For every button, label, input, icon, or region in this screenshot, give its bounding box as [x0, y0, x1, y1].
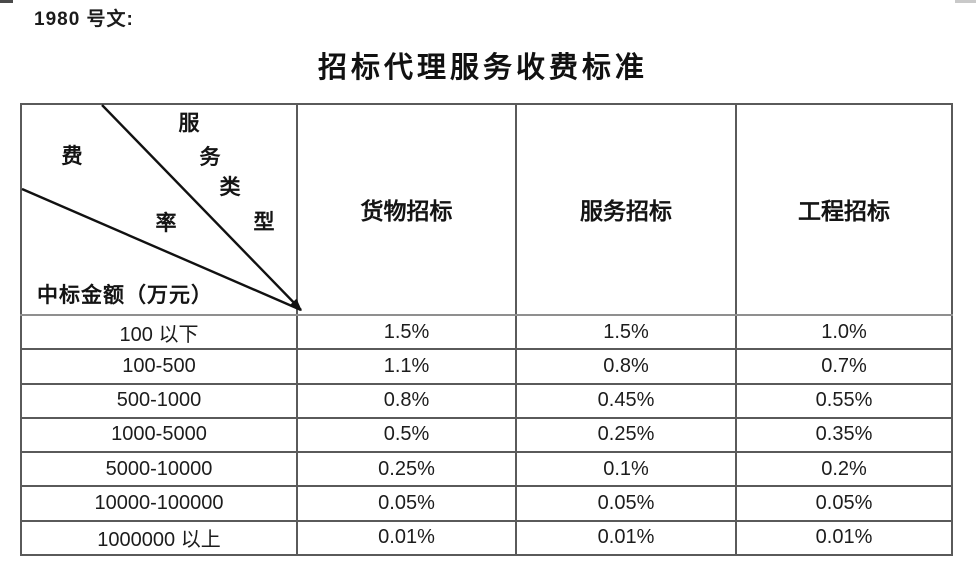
fee-standard-table: 服 务 类 型 费 率 中标金额（万元） 货物招标 服务招标 工程招标 100 … — [20, 103, 953, 557]
amount-range-cell: 100 以下 — [20, 313, 298, 351]
doc-number: 1980 号文: — [34, 9, 134, 30]
amount-range-cell: 100-500 — [20, 348, 298, 385]
rate-cell: 0.45% — [515, 382, 737, 419]
rate-cell: 0.5% — [296, 416, 517, 454]
rate-cell: 0.8% — [296, 382, 517, 419]
corner-row-header-label: 中标金额（万元） — [37, 282, 213, 307]
table-row: 500-1000 0.8% 0.45% 0.55% — [20, 382, 953, 419]
rate-cell: 0.1% — [515, 451, 737, 488]
corner-label-fee-rate-char-2: 率 — [155, 211, 177, 235]
corner-label-service-type-char-2: 务 — [199, 145, 221, 169]
page-edge-artifact-right — [955, 0, 976, 3]
amount-range-cell: 1000000 以上 — [20, 519, 298, 557]
table-row: 10000-100000 0.05% 0.05% 0.05% — [20, 485, 953, 522]
table-corner-cell: 服 务 类 型 费 率 中标金额（万元） — [20, 103, 302, 316]
amount-range-cell: 5000-10000 — [20, 451, 298, 488]
rate-cell: 0.01% — [735, 519, 953, 557]
rate-cell: 1.1% — [296, 348, 517, 385]
header-row: 服 务 类 型 费 率 中标金额（万元） 货物招标 服务招标 工程招标 — [20, 103, 953, 316]
rate-cell: 0.55% — [735, 382, 953, 419]
table-row: 1000-5000 0.5% 0.25% 0.35% — [20, 416, 953, 454]
rate-cell: 0.05% — [735, 485, 953, 522]
amount-range-cell: 1000-5000 — [20, 416, 298, 454]
page-edge-artifact-left — [0, 0, 13, 3]
rate-cell: 0.2% — [735, 451, 953, 488]
rate-cell: 0.05% — [515, 485, 737, 522]
table-row: 100 以下 1.5% 1.5% 1.0% — [20, 313, 953, 351]
rate-cell: 0.01% — [515, 519, 737, 557]
table-row: 1000000 以上 0.01% 0.01% 0.01% — [20, 519, 953, 557]
table-row: 5000-10000 0.25% 0.1% 0.2% — [20, 451, 953, 488]
corner-label-fee-rate-char-1: 费 — [61, 144, 83, 168]
page-title: 招标代理服务收费标准 — [317, 52, 648, 84]
rate-cell: 0.01% — [296, 519, 517, 557]
rate-cell: 1.0% — [735, 313, 953, 351]
rate-cell: 0.8% — [515, 348, 737, 385]
table-row: 100-500 1.1% 0.8% 0.7% — [20, 348, 953, 385]
column-header-service: 服务招标 — [515, 103, 737, 316]
rate-cell: 1.5% — [515, 313, 737, 351]
amount-range-cell: 500-1000 — [20, 382, 298, 419]
amount-range-cell: 10000-100000 — [20, 485, 298, 522]
rate-cell: 0.7% — [735, 348, 953, 385]
column-header-goods: 货物招标 — [296, 103, 517, 316]
rate-cell: 0.25% — [515, 416, 737, 454]
rate-cell: 0.25% — [296, 451, 517, 488]
corner-label-service-type-char-3: 类 — [219, 175, 241, 199]
rate-cell: 0.05% — [296, 485, 517, 522]
rate-cell: 0.35% — [735, 416, 953, 454]
corner-label-service-type-char-1: 服 — [178, 111, 200, 135]
corner-label-service-type-char-4: 型 — [253, 210, 275, 234]
rate-cell: 1.5% — [296, 313, 517, 351]
column-header-engineering: 工程招标 — [735, 103, 953, 316]
diagonal-divider-lines — [21, 104, 302, 312]
